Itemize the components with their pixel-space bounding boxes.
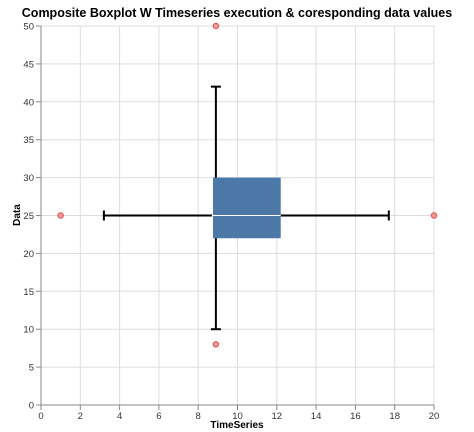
y-tick-label: 10 xyxy=(23,325,34,336)
outlier-point xyxy=(212,341,220,348)
y-tick-label: 40 xyxy=(23,97,34,108)
outlier-point xyxy=(57,212,64,219)
x-tick-label: 4 xyxy=(117,411,122,422)
x-tick-label: 8 xyxy=(196,411,201,422)
y-tick-label: 20 xyxy=(23,249,34,260)
chart-title: Composite Boxplot W Timeseries execution… xyxy=(22,6,452,20)
y-tick-label: 5 xyxy=(29,363,34,374)
x-tick-label: 18 xyxy=(389,411,400,422)
y-tick-label: 0 xyxy=(29,401,34,412)
y-axis-title: Data xyxy=(12,204,23,226)
y-tick-label: 25 xyxy=(23,211,34,222)
y-tick-label: 50 xyxy=(23,22,34,33)
x-tick-label: 16 xyxy=(350,411,361,422)
y-tick-label: 15 xyxy=(23,287,34,298)
marks xyxy=(57,22,438,348)
iqr-box xyxy=(211,177,281,239)
x-tick-label: 10 xyxy=(232,411,243,422)
y-tick-label: 45 xyxy=(23,59,34,70)
x-tick-label: 20 xyxy=(429,411,440,422)
y-tick-label: 30 xyxy=(23,173,34,184)
x-tick-label: 12 xyxy=(272,411,283,422)
x-tick-label: 14 xyxy=(311,411,322,422)
x-tick-label: 6 xyxy=(156,411,161,422)
outlier-point xyxy=(430,212,438,219)
x-tick-label: 2 xyxy=(78,411,83,422)
x-tick-label: 0 xyxy=(38,411,43,422)
y-tick-label: 35 xyxy=(23,135,34,146)
x-axis-title: TimeSeries xyxy=(210,420,264,431)
axes: 0 2 4 6 8 10 12 14 16 18 20 0 5 10 15 20 25 30 35 40 45 50 xyxy=(23,22,439,423)
outlier-point xyxy=(212,22,220,30)
